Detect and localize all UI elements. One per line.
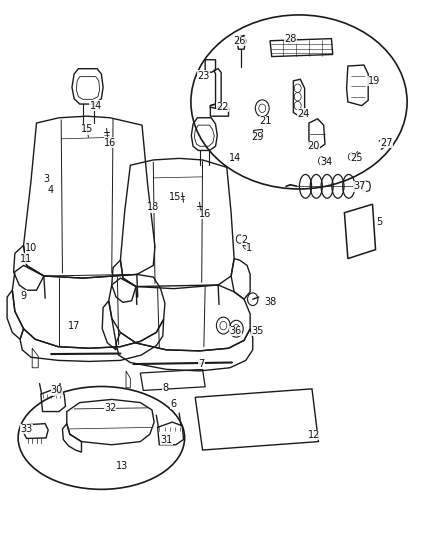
Text: 10: 10 (25, 243, 37, 253)
Text: 37: 37 (353, 181, 366, 191)
Text: 31: 31 (160, 434, 173, 445)
Text: 14: 14 (90, 101, 102, 111)
Text: 22: 22 (216, 102, 229, 112)
Text: 34: 34 (320, 157, 332, 167)
Text: 21: 21 (260, 116, 272, 126)
Text: 12: 12 (308, 430, 320, 440)
Text: 14: 14 (230, 154, 242, 164)
Text: 11: 11 (21, 254, 33, 264)
Text: 15: 15 (169, 192, 181, 202)
Text: 29: 29 (252, 132, 264, 142)
Text: 5: 5 (376, 217, 382, 227)
Text: 6: 6 (170, 399, 177, 409)
Text: 24: 24 (297, 109, 310, 118)
Text: 28: 28 (284, 34, 297, 44)
Text: 1: 1 (246, 243, 252, 253)
Text: 32: 32 (104, 403, 116, 413)
Text: 35: 35 (251, 326, 263, 336)
Text: 8: 8 (162, 383, 168, 393)
Text: 23: 23 (198, 70, 210, 80)
Text: 4: 4 (47, 185, 53, 195)
Text: 26: 26 (233, 36, 246, 46)
Text: 30: 30 (51, 385, 63, 395)
Text: 13: 13 (116, 461, 128, 471)
Text: 20: 20 (307, 141, 319, 151)
Text: 16: 16 (104, 138, 116, 148)
Text: 2: 2 (241, 235, 247, 245)
Text: 16: 16 (199, 209, 211, 219)
Text: 15: 15 (81, 124, 93, 134)
Text: 25: 25 (350, 154, 363, 164)
Text: 7: 7 (198, 359, 205, 369)
Text: 17: 17 (68, 320, 80, 330)
Text: 33: 33 (21, 424, 33, 434)
Text: 18: 18 (147, 203, 159, 213)
Text: 38: 38 (264, 297, 276, 308)
Text: 27: 27 (381, 138, 393, 148)
Text: 9: 9 (21, 290, 27, 301)
Text: 36: 36 (230, 326, 242, 336)
Text: 19: 19 (367, 76, 380, 86)
Text: 3: 3 (43, 174, 49, 184)
